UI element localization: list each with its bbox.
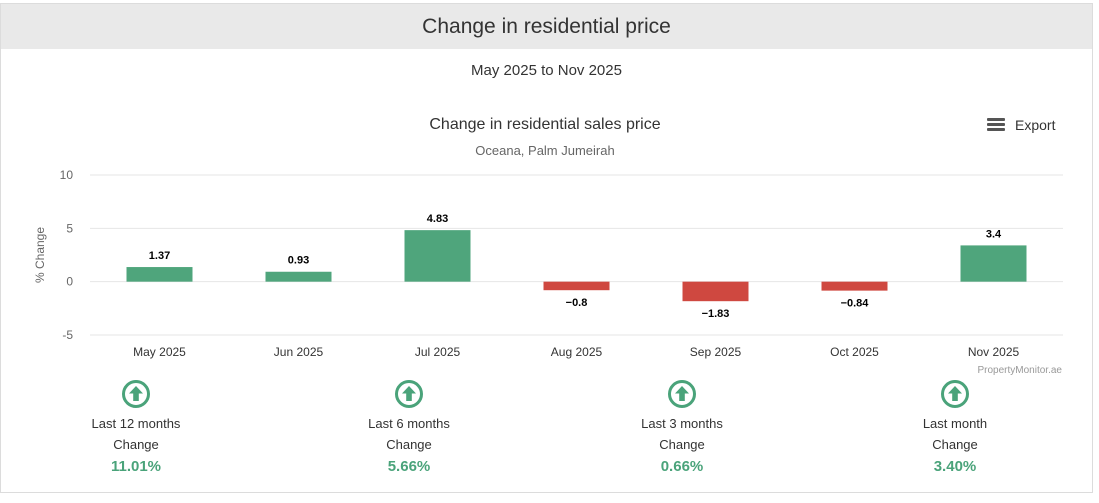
x-tick-label: Nov 2025 — [968, 345, 1020, 359]
x-tick-label: Oct 2025 — [830, 345, 879, 359]
x-tick-labels: May 2025 Jun 2025 Jul 2025 Aug 2025 Sep 2025… — [133, 345, 1019, 359]
data-label: −0.8 — [566, 297, 588, 309]
summary-value: 11.01% — [110, 458, 162, 475]
y-tick-label: 0 — [66, 275, 73, 289]
data-label: 3.4 — [986, 228, 1002, 240]
x-tick-label: Jun 2025 — [274, 345, 324, 359]
arrow-up-circle-icon — [668, 380, 696, 408]
summary-value: 5.66% — [387, 458, 431, 475]
summary-label: Change — [113, 437, 159, 452]
bars — [126, 230, 1027, 302]
summary-value: 3.40% — [933, 458, 977, 475]
bar[interactable] — [682, 281, 749, 302]
x-tick-label: Sep 2025 — [690, 345, 742, 359]
y-tick-labels: 10 5 0 -5 — [60, 168, 74, 342]
summary-period: Last 3 months — [641, 416, 723, 431]
summary-period: Last 6 months — [368, 416, 450, 431]
data-label: −0.84 — [841, 298, 870, 310]
x-tick-label: Aug 2025 — [551, 345, 603, 359]
x-tick-label: Jul 2025 — [415, 345, 461, 359]
arrow-up-circle-icon — [941, 380, 969, 408]
chart-title: Change in residential sales price — [429, 116, 660, 133]
export-button[interactable]: Export — [987, 117, 1055, 133]
y-axis-label: % Change — [33, 227, 47, 283]
bar[interactable] — [960, 245, 1027, 282]
chart-credit[interactable]: PropertyMonitor.ae — [978, 365, 1063, 376]
grid-lines — [90, 174, 1063, 336]
summary-last-3-months: Last 3 months Change 0.66% — [602, 379, 762, 478]
bar[interactable] — [821, 281, 888, 291]
menu-icon — [987, 118, 1005, 132]
summary-value: 0.66% — [660, 458, 704, 475]
period-subtitle: May 2025 to Nov 2025 — [471, 62, 622, 79]
summary-last-6-months: Last 6 months Change 5.66% — [329, 379, 489, 478]
bar[interactable] — [265, 271, 332, 282]
data-label: 0.93 — [288, 255, 309, 267]
price-change-panel: Change in residential price May 2025 to … — [0, 3, 1093, 493]
bar[interactable] — [543, 281, 610, 291]
export-label: Export — [1015, 117, 1056, 133]
x-tick-label: May 2025 — [133, 345, 186, 359]
summary-period: Last month — [922, 416, 988, 431]
bar[interactable] — [126, 267, 193, 282]
summary-period: Last 12 months — [91, 416, 181, 431]
y-tick-label: 5 — [66, 221, 73, 235]
panel-title: Change in residential price — [422, 14, 671, 38]
summary-label: Change — [659, 437, 705, 452]
panel-header: Change in residential price — [1, 4, 1092, 49]
summary-last-12-months: Last 12 months Change 11.01% — [56, 379, 216, 478]
data-labels: 1.37 0.93 4.83 −0.8 −1.83 −0.84 3.4 — [149, 213, 1002, 320]
y-tick-label: 10 — [60, 168, 74, 182]
summary-label: Change — [932, 437, 978, 452]
data-label: 1.37 — [149, 250, 170, 262]
arrow-up-circle-icon — [122, 380, 150, 408]
data-label: 4.83 — [427, 213, 448, 225]
chart-subtitle: Oceana, Palm Jumeirah — [475, 143, 614, 158]
y-tick-label: -5 — [62, 328, 73, 342]
data-label: −1.83 — [702, 308, 730, 320]
arrow-up-circle-icon — [395, 380, 423, 408]
bar[interactable] — [404, 230, 471, 282]
summary-label: Change — [386, 437, 432, 452]
summary-last-month: Last month Change 3.40% — [875, 379, 1035, 478]
